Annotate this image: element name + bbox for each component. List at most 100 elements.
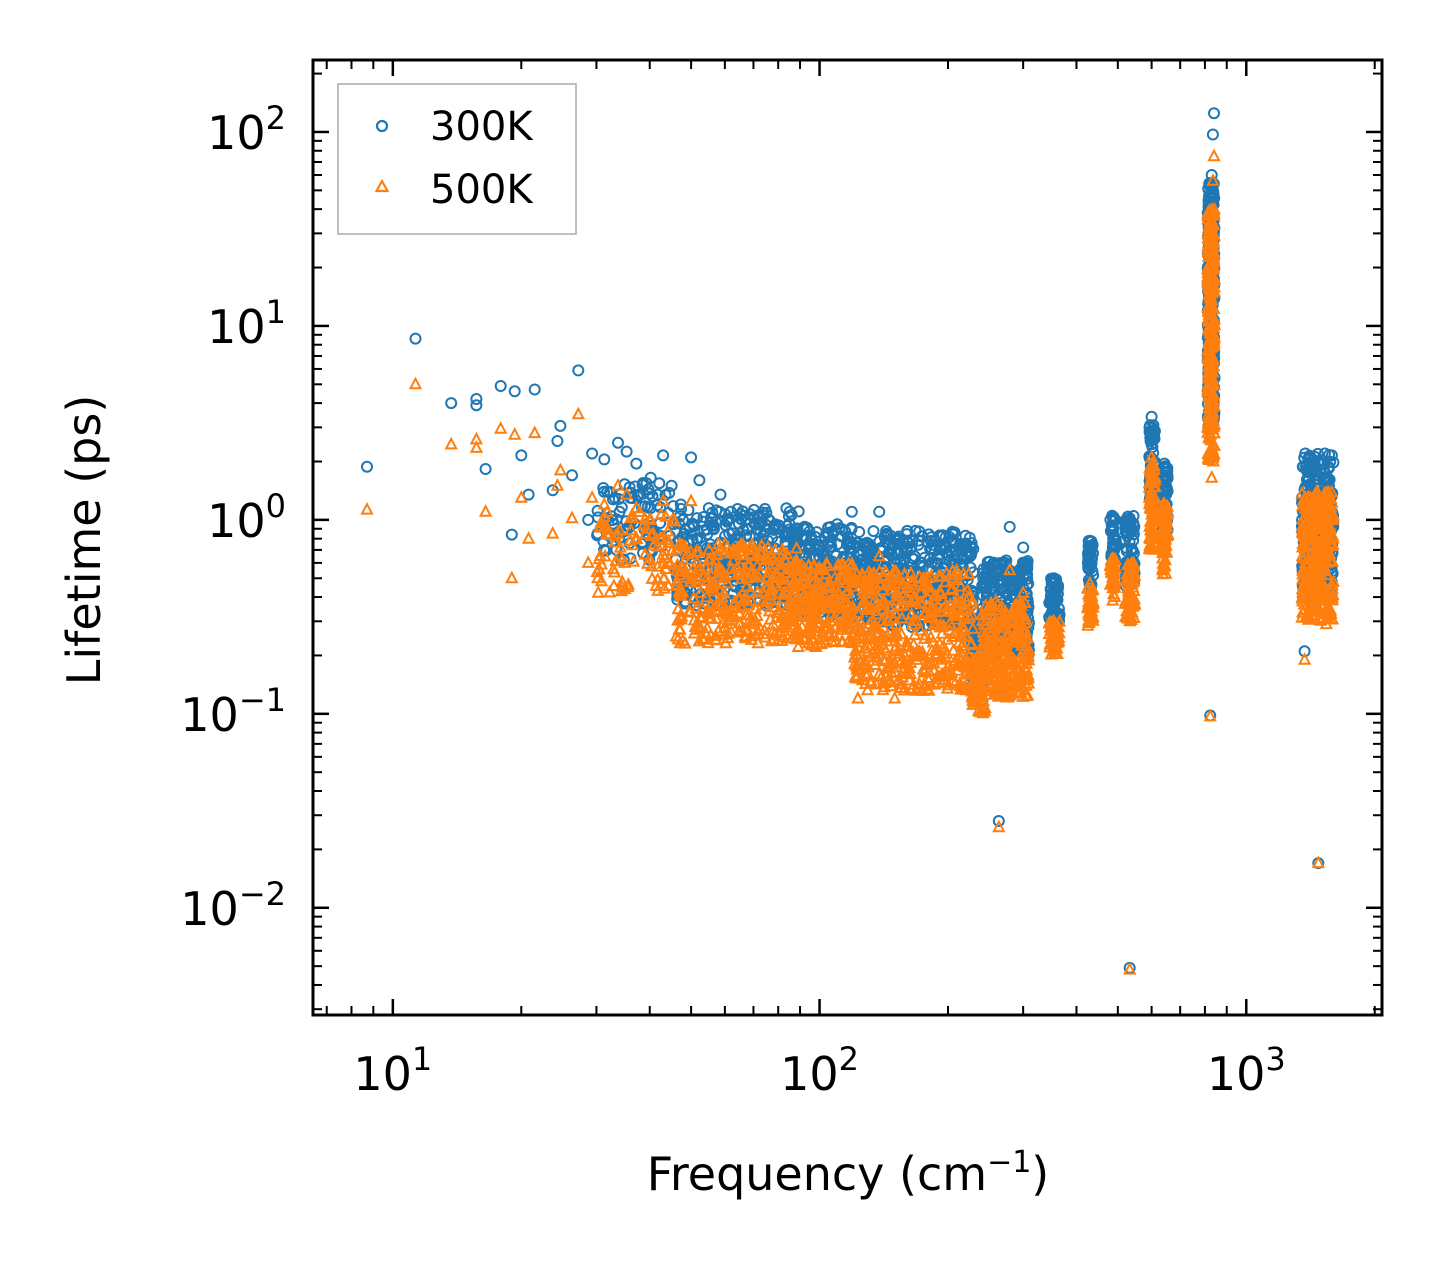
data-point — [999, 636, 1013, 650]
data-point — [862, 564, 876, 578]
data-point — [1299, 576, 1313, 589]
data-point — [866, 581, 881, 595]
data-point — [861, 556, 873, 569]
data-point — [726, 553, 740, 566]
data-point — [889, 659, 904, 673]
data-point — [819, 555, 834, 569]
data-point — [917, 606, 931, 620]
data-point — [909, 524, 922, 537]
data-point — [838, 608, 852, 622]
data-point — [1142, 475, 1157, 489]
data-point — [1082, 540, 1095, 553]
data-point — [1082, 546, 1095, 559]
data-point — [923, 552, 936, 565]
data-point — [594, 573, 609, 587]
data-point — [744, 632, 759, 645]
data-point — [684, 552, 698, 565]
data-point — [887, 537, 900, 550]
data-point — [1207, 207, 1221, 221]
series-500k — [360, 148, 1340, 975]
data-point — [791, 639, 805, 652]
data-point — [785, 612, 799, 626]
data-point — [935, 652, 949, 665]
data-point — [772, 522, 785, 535]
data-point — [612, 548, 627, 562]
data-point — [611, 478, 625, 491]
data-point — [1158, 457, 1171, 470]
data-point — [565, 510, 579, 524]
data-point — [979, 604, 993, 617]
data-point — [843, 621, 857, 635]
data-point — [1156, 520, 1170, 534]
data-point — [867, 649, 882, 663]
data-point — [679, 564, 693, 577]
data-point — [777, 575, 792, 589]
data-point — [861, 666, 875, 679]
data-point — [528, 383, 541, 396]
data-point — [1295, 519, 1309, 533]
data-point — [884, 570, 898, 583]
data-point — [972, 678, 986, 692]
data-point — [1204, 400, 1219, 413]
data-point — [684, 493, 698, 507]
data-point — [1086, 552, 1098, 565]
data-point — [1003, 520, 1016, 533]
data-point — [1002, 689, 1016, 703]
data-point — [831, 518, 844, 531]
data-point — [797, 632, 812, 646]
data-point — [736, 551, 751, 565]
data-point — [945, 563, 960, 577]
data-point — [978, 700, 992, 714]
data-point — [722, 512, 735, 525]
data-point — [742, 607, 756, 621]
data-point — [623, 533, 637, 546]
data-point — [1302, 591, 1316, 604]
data-point — [1316, 598, 1330, 612]
data-point — [936, 638, 951, 652]
data-point — [1159, 510, 1174, 524]
data-point — [668, 513, 682, 527]
data-point — [883, 673, 897, 686]
data-point — [877, 679, 892, 693]
data-point — [1144, 449, 1159, 463]
data-point — [1299, 557, 1313, 571]
data-point — [647, 537, 661, 551]
data-point — [478, 504, 493, 517]
data-point — [905, 616, 919, 630]
data-point — [955, 553, 968, 565]
data-point — [674, 611, 688, 625]
data-point — [1202, 333, 1217, 346]
data-point — [888, 633, 902, 647]
x-tick-label: 101 — [353, 1040, 432, 1101]
data-point — [976, 624, 990, 638]
data-point — [776, 619, 790, 633]
data-point — [704, 576, 718, 590]
data-point — [1207, 419, 1221, 433]
data-point — [644, 471, 657, 484]
data-point — [998, 582, 1011, 595]
data-point — [1203, 393, 1217, 407]
data-point — [586, 447, 599, 460]
data-point — [751, 625, 766, 639]
data-point — [891, 588, 905, 602]
data-point — [865, 571, 880, 584]
data-point — [1205, 169, 1218, 181]
data-point — [1206, 258, 1220, 272]
data-point — [1203, 325, 1217, 338]
data-point — [782, 510, 795, 523]
data-point — [1310, 486, 1324, 500]
data-point — [922, 672, 936, 686]
data-point — [702, 542, 716, 555]
data-point — [1048, 645, 1062, 659]
data-point — [1298, 526, 1313, 540]
data-point — [740, 622, 754, 636]
data-point — [824, 540, 836, 553]
data-point — [807, 574, 821, 588]
data-point — [1313, 613, 1328, 626]
data-point — [408, 376, 423, 390]
data-point — [621, 577, 636, 590]
data-point — [864, 630, 878, 643]
data-point — [479, 463, 492, 475]
data-point — [876, 601, 890, 615]
